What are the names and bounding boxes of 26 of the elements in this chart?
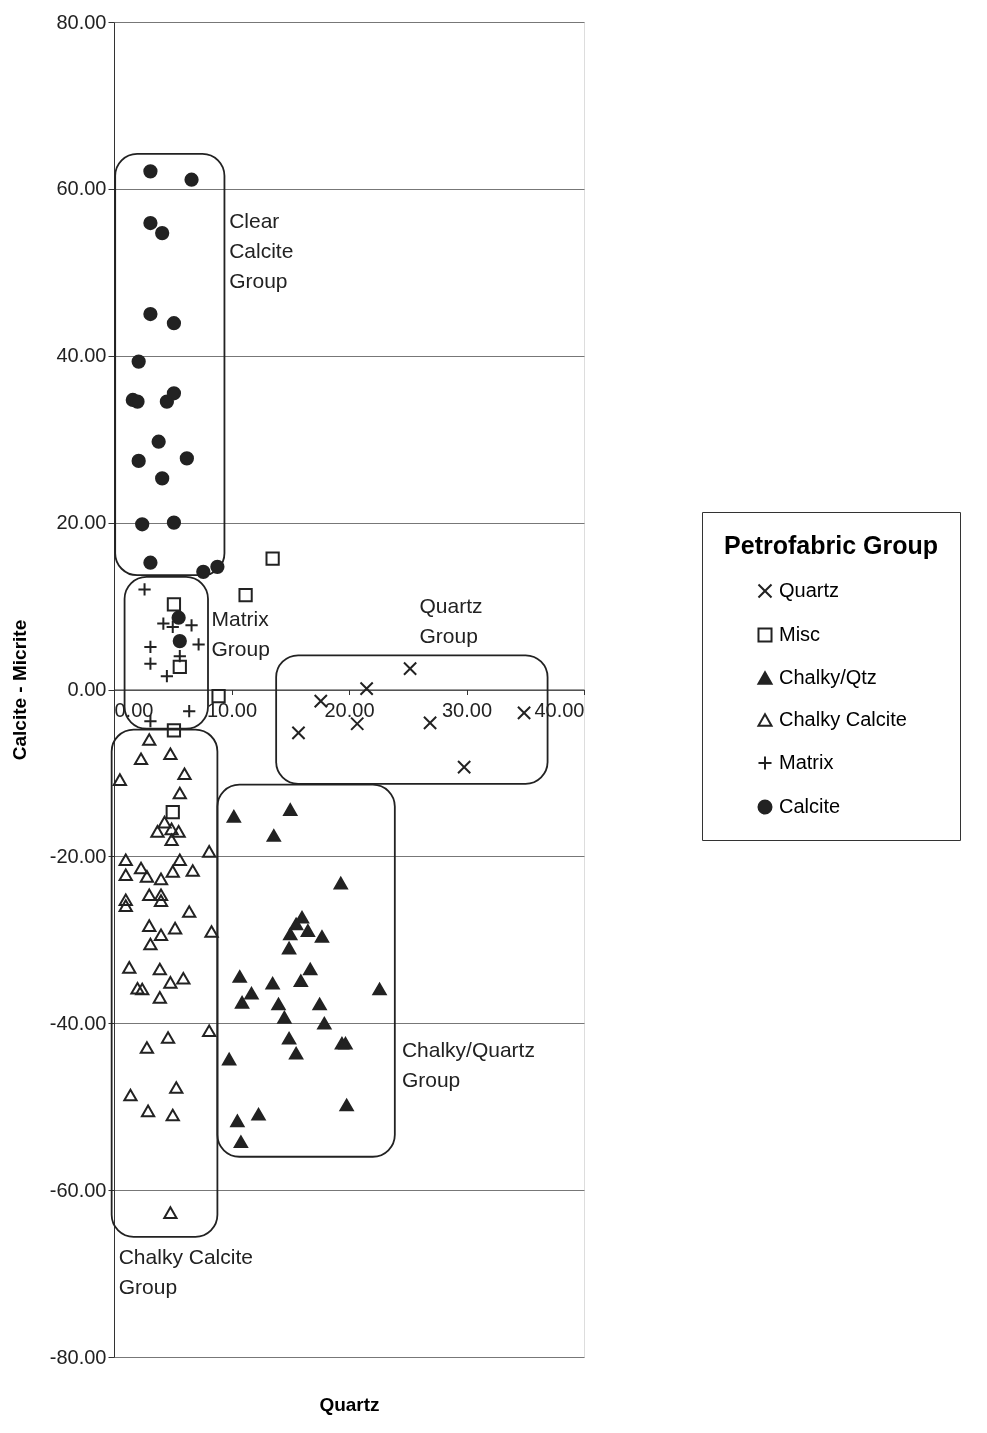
legend-label: Chalky/Qtz <box>779 666 877 688</box>
y-tick-label: -80.00 <box>49 1345 107 1368</box>
y-tick-label: 60.00 <box>56 177 107 200</box>
y-tick-label: 20.00 <box>56 511 107 534</box>
legend-label: Matrix <box>779 751 834 773</box>
y-axis-title: Calcite - Micrite <box>8 619 30 761</box>
annotation: Matrix Group <box>211 607 270 661</box>
x-tick-label: 20.00 <box>324 699 375 721</box>
legend-label: Quartz <box>779 579 840 601</box>
annotation: Clear Calcite Group <box>229 209 294 293</box>
legend-title: Petrofabric Group <box>724 531 938 559</box>
legend-label: Misc <box>779 623 821 645</box>
annotation: Chalky/Quartz Group <box>401 1037 535 1091</box>
legend-label: Calcite <box>779 795 841 817</box>
annotation: Quartz Group <box>419 594 483 648</box>
legend-label: Chalky Calcite <box>779 708 907 730</box>
x-tick-label: 30.00 <box>441 699 493 721</box>
y-tick-label: 40.00 <box>56 344 107 367</box>
y-tick-label: 0.00 <box>67 678 107 700</box>
y-tick-label: -40.00 <box>49 1011 107 1034</box>
y-tick-label: -20.00 <box>49 844 107 867</box>
x-axis-title: Quartz <box>319 1393 380 1415</box>
y-tick-label: 80.00 <box>56 10 107 33</box>
x-tick-label: 10.00 <box>206 699 258 721</box>
y-tick-label: -60.00 <box>49 1178 107 1201</box>
annotation: Chalky Calcite Group <box>118 1244 253 1298</box>
